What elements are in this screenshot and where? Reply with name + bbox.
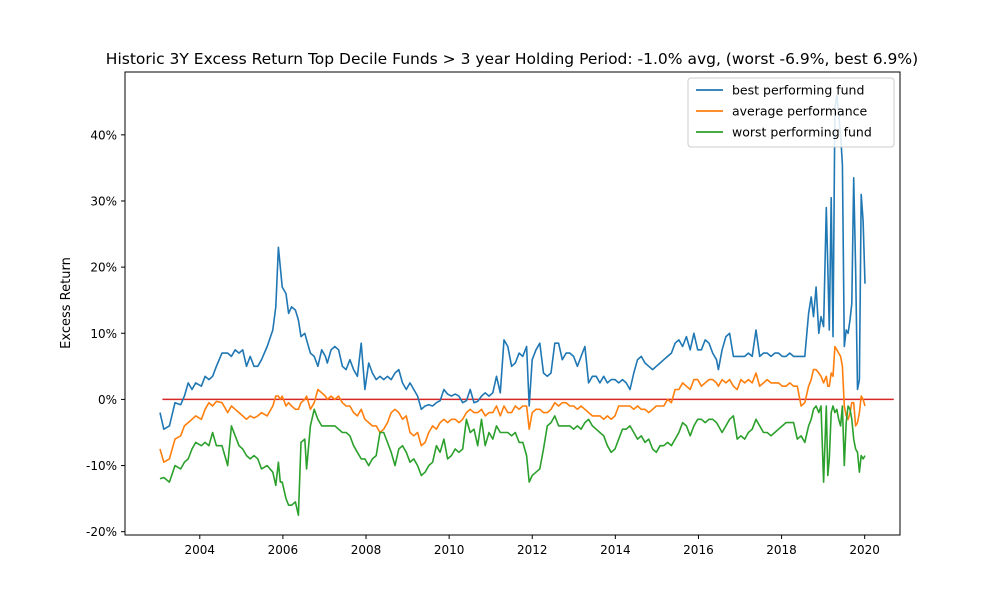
y-tick-label: -20% (86, 525, 117, 539)
series-group (159, 94, 866, 517)
y-tick-label: -10% (86, 459, 117, 473)
x-tick-label: 2016 (683, 543, 714, 557)
x-tick-label: 2004 (185, 543, 216, 557)
legend-label: worst performing fund (732, 125, 872, 140)
legend: best performing fund average performance w… (687, 77, 895, 148)
x-tick-label: 2008 (351, 543, 382, 557)
legend-label: average performance (732, 104, 868, 119)
plot-frame (124, 71, 901, 536)
x-tick-label: 2012 (517, 543, 548, 557)
x-tick-label: 2018 (766, 543, 797, 557)
series-line-3 (159, 405, 866, 517)
y-tick-label: 20% (90, 261, 117, 275)
legend-label: best performing fund (732, 83, 864, 98)
plot-area: 2004 2006 2008 2010 2012 2014 2016 2018 2020 -20%… (86, 71, 901, 557)
series-line-1 (159, 94, 866, 431)
series-line-2 (159, 345, 866, 464)
chart-title: Historic 3Y Excess Return Top Decile Fun… (106, 50, 918, 68)
y-tick-label: 30% (90, 194, 117, 208)
x-tick-label: 2014 (600, 543, 631, 557)
x-tick-label: 2020 (849, 543, 880, 557)
x-tick-label: 2010 (434, 543, 465, 557)
x-tick-label: 2006 (268, 543, 299, 557)
y-tick-label: 0% (98, 393, 117, 407)
y-tick-label: 10% (90, 327, 117, 341)
legend-box (687, 77, 895, 148)
y-tick-label: 40% (90, 128, 117, 142)
y-axis-label: Excess Return (59, 257, 74, 349)
